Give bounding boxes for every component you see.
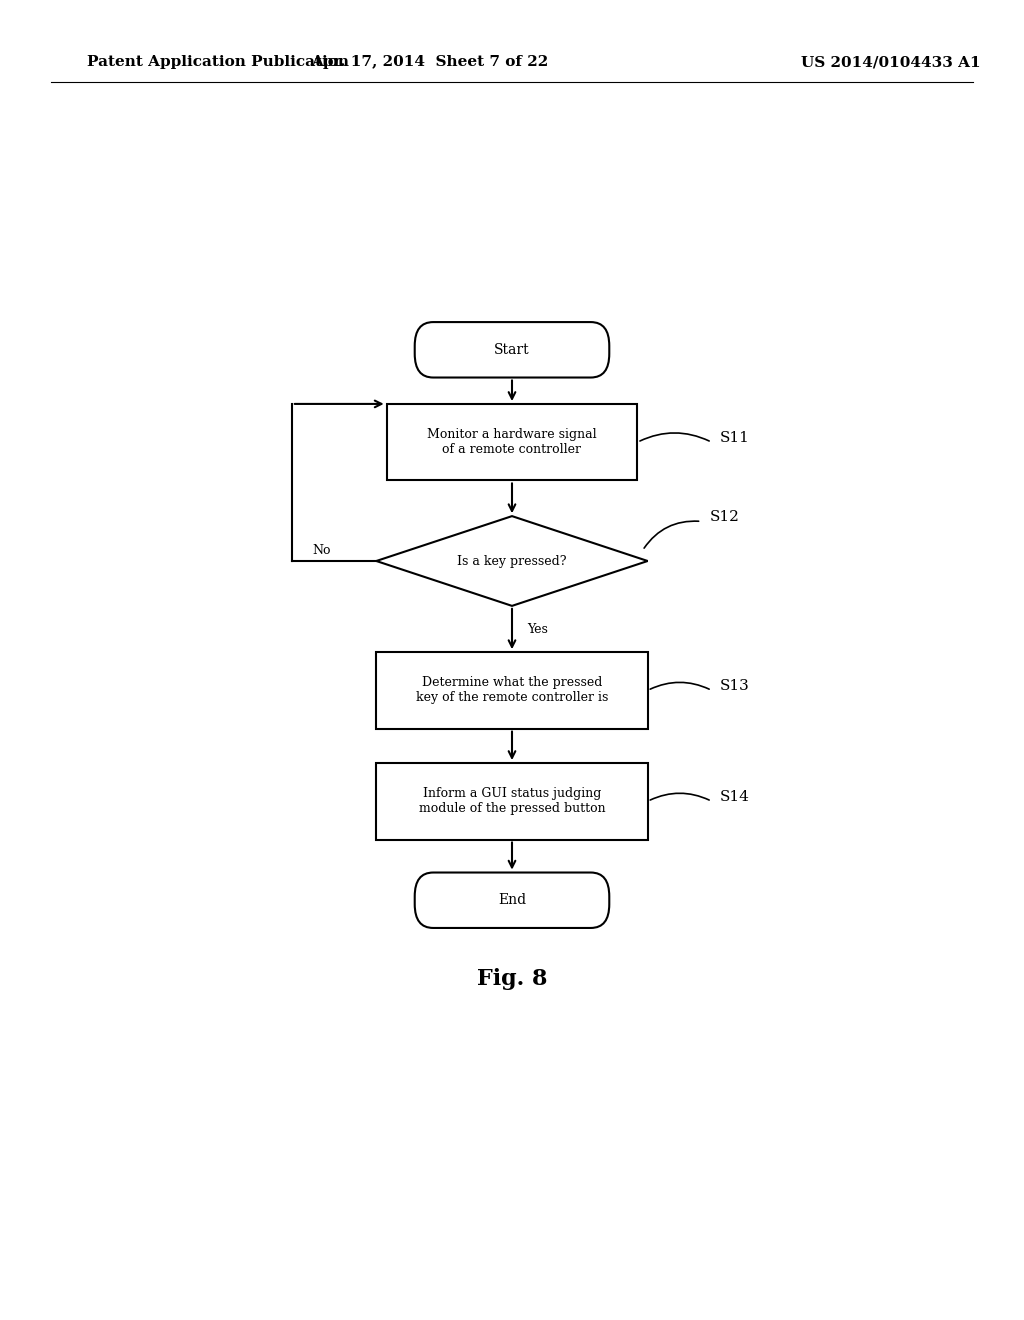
Text: S13: S13 [720, 680, 750, 693]
Bar [377, 763, 648, 840]
Text: Start: Start [495, 343, 529, 356]
Text: Inform a GUI status judging
module of the pressed button: Inform a GUI status judging module of th… [419, 787, 605, 816]
Text: No: No [312, 544, 331, 557]
Text: S12: S12 [710, 511, 739, 524]
Text: Determine what the pressed
key of the remote controller is: Determine what the pressed key of the re… [416, 676, 608, 705]
FancyBboxPatch shape [415, 322, 609, 378]
Text: Fig. 8: Fig. 8 [477, 969, 547, 990]
Text: S11: S11 [720, 432, 750, 445]
FancyBboxPatch shape [415, 873, 609, 928]
Text: Is a key pressed?: Is a key pressed? [458, 554, 566, 568]
Text: End: End [498, 894, 526, 907]
Text: S14: S14 [720, 791, 750, 804]
Bar [377, 652, 648, 729]
Text: Patent Application Publication: Patent Application Publication [87, 55, 349, 69]
Text: Yes: Yes [527, 623, 548, 636]
Polygon shape [377, 516, 648, 606]
Text: US 2014/0104433 A1: US 2014/0104433 A1 [801, 55, 981, 69]
Bar [387, 404, 637, 480]
Text: Monitor a hardware signal
of a remote controller: Monitor a hardware signal of a remote co… [427, 428, 597, 457]
Text: Apr. 17, 2014  Sheet 7 of 22: Apr. 17, 2014 Sheet 7 of 22 [311, 55, 549, 69]
